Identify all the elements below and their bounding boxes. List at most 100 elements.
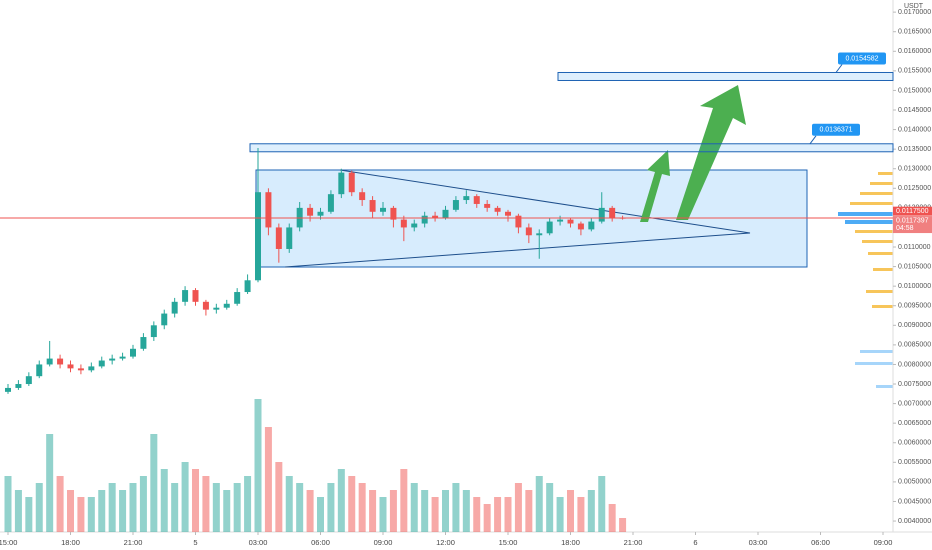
- candle-body: [484, 203, 491, 208]
- volume-bar: [567, 490, 574, 532]
- candle-body: [359, 192, 366, 201]
- candle-body: [150, 325, 157, 338]
- volume-bar: [14, 490, 22, 532]
- volume-bar: [598, 476, 606, 532]
- volume-bar: [202, 476, 210, 532]
- candle-body: [452, 200, 459, 210]
- candle-body: [98, 360, 105, 367]
- volume-bar: [431, 497, 439, 532]
- y-tick-label: 0.0100000: [898, 283, 931, 290]
- volume-bar: [192, 469, 199, 532]
- volume-bar: [285, 476, 293, 532]
- candle-body: [557, 219, 564, 222]
- x-tick-label: 06:00: [311, 538, 330, 547]
- volume-bar: [77, 497, 85, 532]
- y-tick-label: 0.0170000: [898, 9, 931, 16]
- candle-body: [286, 227, 293, 249]
- last-price-box: [893, 216, 932, 234]
- candle-body: [67, 364, 74, 369]
- y-tick-label: 0.0045000: [898, 498, 931, 505]
- volume-bar: [98, 490, 106, 532]
- x-tick-label: 21:00: [624, 538, 643, 547]
- volume-bar: [494, 497, 502, 532]
- x-tick-label: 09:00: [874, 538, 893, 547]
- y-tick-label: 0.0080000: [898, 361, 931, 368]
- volume-bar: [358, 483, 366, 532]
- y-tick-label: 0.0160000: [898, 48, 931, 55]
- candle-body: [348, 172, 355, 193]
- volume-bar: [348, 476, 356, 532]
- volume-bar: [306, 490, 314, 532]
- candle-body: [567, 219, 574, 224]
- volume-bar: [525, 490, 533, 532]
- candle-body: [5, 387, 11, 392]
- candle-body: [442, 209, 449, 218]
- x-tick-label: 21:00: [124, 538, 143, 547]
- arrow: [640, 150, 670, 222]
- x-tick-label: 03:00: [749, 538, 768, 547]
- candle-body: [15, 384, 22, 388]
- candle-body: [390, 207, 397, 220]
- candle-body: [525, 227, 532, 236]
- candle-body: [255, 192, 261, 281]
- volume-bar: [577, 497, 585, 532]
- y-tick-label: 0.0085000: [898, 342, 931, 349]
- y-tick-label: 0.0050000: [898, 479, 931, 486]
- candle-body: [609, 207, 616, 218]
- volume-bar: [275, 462, 283, 532]
- callout: [812, 123, 860, 136]
- candle-body: [192, 290, 199, 302]
- volume-bar: [87, 497, 95, 532]
- volume-bar: [379, 497, 387, 532]
- y-tick-label: 0.0075000: [898, 381, 931, 388]
- volume-bar: [619, 518, 627, 532]
- arrow: [676, 85, 746, 220]
- y-tick-label: 0.0060000: [898, 440, 931, 447]
- candle-body: [213, 307, 220, 310]
- candle-body: [36, 364, 43, 377]
- candle-body: [223, 303, 230, 308]
- volume-bar: [400, 469, 408, 532]
- y-tick-label: 0.0040000: [898, 518, 931, 525]
- volume-bar: [504, 497, 512, 532]
- candle-body: [473, 196, 480, 204]
- volume-bar: [119, 490, 127, 532]
- candle-body: [505, 211, 511, 216]
- volume-bar: [452, 483, 460, 532]
- candle-body: [598, 207, 605, 222]
- volume-bar: [327, 483, 335, 532]
- candle-body: [327, 194, 334, 212]
- volume-bar: [139, 476, 147, 532]
- candle-body: [317, 211, 324, 216]
- volume-bar: [160, 469, 168, 532]
- volume-bar: [56, 476, 64, 532]
- candle-body: [494, 207, 501, 212]
- candle-body: [265, 192, 272, 228]
- volume-bar: [181, 462, 189, 532]
- volume-bar: [546, 483, 554, 532]
- candle-body: [182, 290, 189, 302]
- level-label: 0.0136371: [819, 127, 852, 134]
- volume-bar: [25, 497, 33, 532]
- y-tick-label: 0.0155000: [898, 68, 931, 75]
- y-tick-label: 0.0130000: [898, 166, 931, 173]
- volume-bar: [35, 483, 43, 532]
- candle-body: [119, 356, 126, 359]
- x-tick-label: 18:00: [561, 538, 580, 547]
- y-tick-label: 0.0165000: [898, 29, 931, 36]
- volume-bar: [389, 490, 397, 532]
- candle-body: [77, 368, 84, 371]
- volume-bar: [296, 483, 304, 532]
- candle-body: [588, 221, 595, 230]
- volume-bar: [4, 476, 12, 532]
- candle-body: [161, 313, 168, 326]
- triangle: [284, 169, 751, 268]
- volume-bar: [46, 434, 54, 532]
- candle-body: [369, 200, 376, 212]
- volume-profile: [838, 172, 893, 388]
- callout-line: [835, 64, 843, 73]
- y-tick-label: 0.0145000: [898, 107, 931, 114]
- volume-bar: [442, 490, 449, 532]
- candle-body: [536, 233, 543, 236]
- x-tick-label: 09:00: [374, 538, 393, 547]
